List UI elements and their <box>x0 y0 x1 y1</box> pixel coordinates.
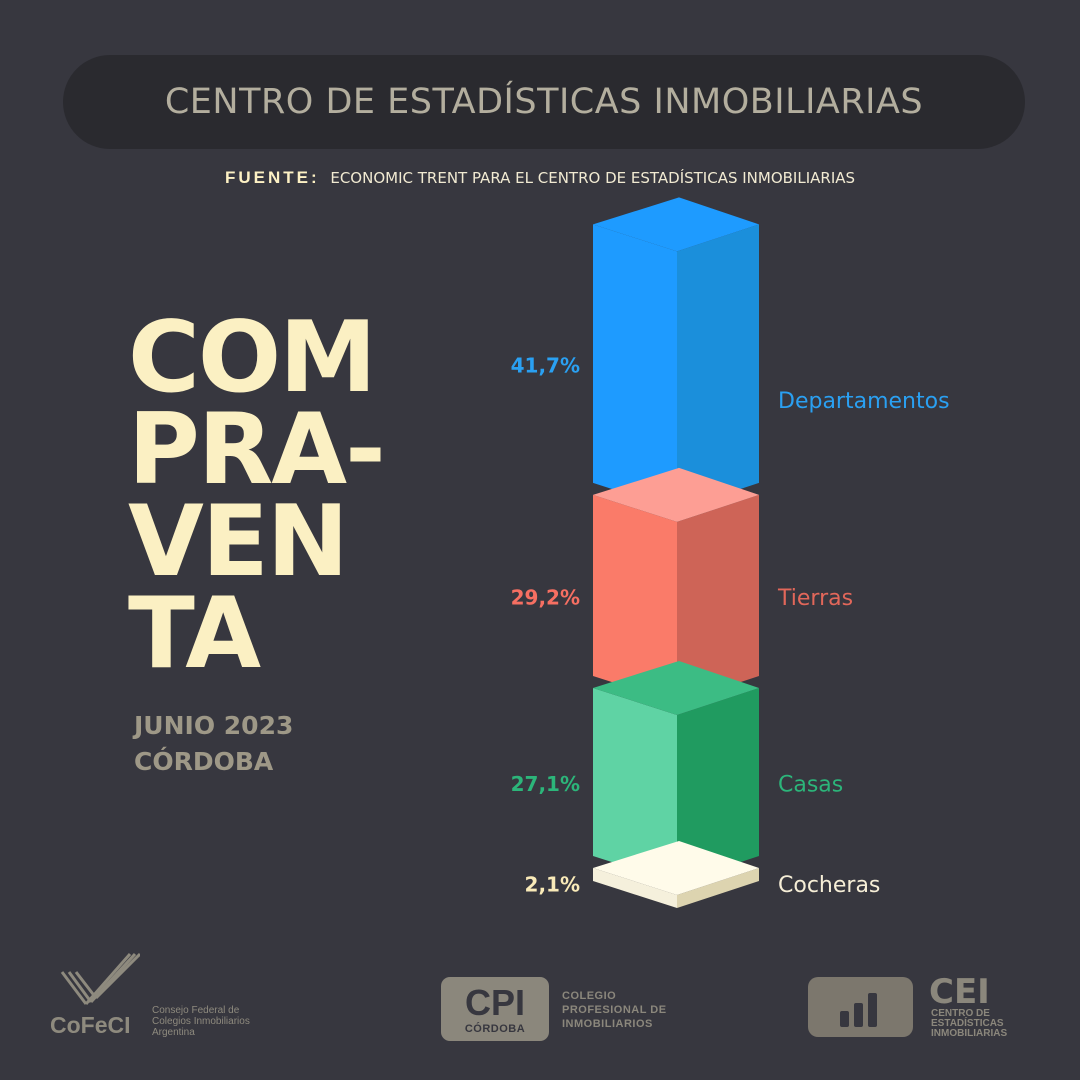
cpi-acronym: CPI <box>464 982 525 1023</box>
value-label-departamentos: 41,7% <box>511 354 580 378</box>
cofeci-desc-line: Argentina <box>152 1027 195 1038</box>
cei-acronym: CEI <box>929 972 990 1012</box>
subtitle-date: JUNIO 2023 <box>134 711 294 740</box>
cpi-desc-line: INMOBILIARIOS <box>562 1018 653 1030</box>
cpi-logo: CPI CÓRDOBA COLEGIO PROFESIONAL DE INMOB… <box>441 977 681 1043</box>
bar-chart-icon <box>840 993 877 1027</box>
cei-desc-line: INMOBILIARIAS <box>931 1028 1008 1039</box>
cei-description: CENTRO DE ESTADÍSTICAS INMOBILIARIAS <box>931 1009 1007 1039</box>
bar-departamentos-front-face <box>593 224 677 510</box>
cofeci-name: CoFeCI <box>50 1012 131 1038</box>
main-title: COM PRA- VEN TA <box>128 301 386 691</box>
source-label: FUENTE: <box>224 168 320 187</box>
cpi-desc-line: COLEGIO <box>562 990 617 1002</box>
cpi-desc-line: PROFESIONAL DE <box>562 1004 667 1016</box>
source-text: ECONOMIC TRENT PARA EL CENTRO DE ESTADÍS… <box>330 169 856 187</box>
bar-cocheras-front-face <box>593 867 677 908</box>
bar-cocheras-side-face <box>677 867 759 908</box>
cei-desc-line: CENTRO DE <box>931 1008 990 1019</box>
cofeci-desc-line: Colegios Inmobiliarios <box>152 1016 250 1027</box>
cpi-city: CÓRDOBA <box>464 1023 526 1035</box>
cei-logo: CEI CENTRO DE ESTADÍSTICAS INMOBILIARIAS <box>808 975 1038 1039</box>
cpi-badge: CPI CÓRDOBA <box>441 977 549 1041</box>
bar-casas-side-face <box>677 687 759 883</box>
cofeci-description: Consejo Federal de Colegios Inmobiliario… <box>152 1005 250 1038</box>
bar-tierras-front-face <box>593 494 677 703</box>
subtitle: JUNIO 2023 CÓRDOBA <box>134 708 293 780</box>
bar-departamentos <box>593 197 759 510</box>
category-label-casas: Casas <box>778 772 843 797</box>
bar-departamentos-top-face <box>593 197 759 252</box>
main-title-line: COM <box>128 301 377 415</box>
bar-casas-front-face <box>593 687 677 883</box>
cofeci-check-icon <box>60 952 140 1005</box>
cpi-description: COLEGIO PROFESIONAL DE INMOBILIARIOS <box>562 989 667 1031</box>
category-label-departamentos: Departamentos <box>778 389 950 414</box>
cei-badge <box>808 977 913 1037</box>
main-title-line: PRA- <box>128 393 386 507</box>
main-title-line: TA <box>128 577 261 691</box>
main-title-line: VEN <box>128 485 349 599</box>
category-label-tierras: Tierras <box>777 586 853 611</box>
bar-casas-top-face <box>593 660 759 715</box>
bar-cocheras-top-face <box>593 840 759 895</box>
bar-casas <box>593 660 759 883</box>
subtitle-place: CÓRDOBA <box>134 747 274 776</box>
category-label-cocheras: Cocheras <box>778 873 880 898</box>
bar-tierras-top-face <box>593 467 759 522</box>
bar-cocheras <box>593 840 759 908</box>
bar-tierras <box>593 467 759 703</box>
value-label-cocheras: 2,1% <box>525 872 580 896</box>
header-title: CENTRO DE ESTADÍSTICAS INMOBILIARIAS <box>164 82 924 122</box>
cofeci-logo: CoFeCI Consejo Federal de Colegios Inmob… <box>50 952 290 1042</box>
bar-tierras-side-face <box>677 494 759 703</box>
header-banner: CENTRO DE ESTADÍSTICAS INMOBILIARIAS <box>63 55 1025 149</box>
value-label-casas: 27,1% <box>511 772 580 796</box>
cei-desc-line: ESTADÍSTICAS <box>931 1018 1004 1029</box>
value-label-tierras: 29,2% <box>511 585 580 609</box>
source-line: FUENTE: ECONOMIC TRENT PARA EL CENTRO DE… <box>0 168 1080 188</box>
bar-departamentos-side-face <box>677 224 759 510</box>
cofeci-desc-line: Consejo Federal de <box>152 1005 240 1016</box>
